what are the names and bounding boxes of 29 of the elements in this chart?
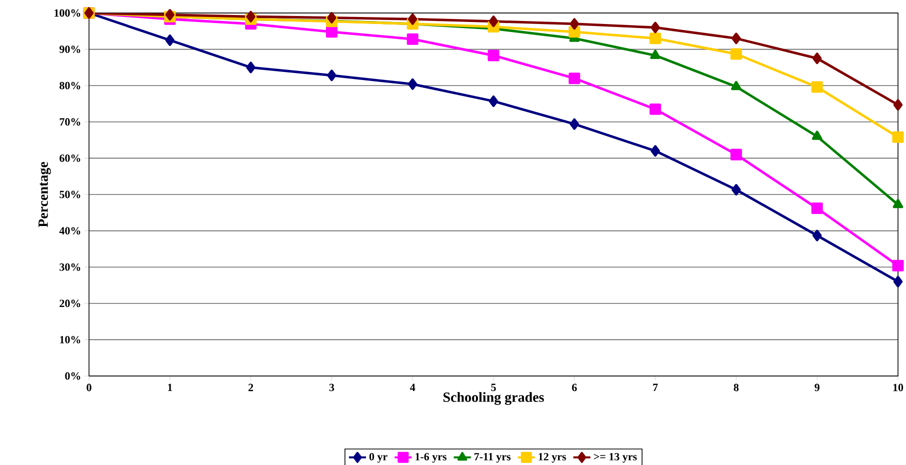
x-tick-label: 9 — [814, 384, 820, 392]
y-tick-label: 30% — [60, 263, 80, 271]
x-tick-label: 8 — [734, 384, 739, 392]
x-tick-label: 6 — [572, 384, 577, 392]
y-tick-label: 20% — [60, 300, 80, 308]
x-tick-label: 1 — [168, 384, 172, 392]
y-axis-title: Percentage — [38, 162, 51, 228]
y-tick-label: 0% — [65, 372, 80, 380]
y-tick-label: 40% — [59, 227, 80, 235]
legend-label: 7-11 yrs — [474, 453, 511, 463]
y-tick-label: 50% — [60, 190, 80, 198]
y-tick-label: 70% — [60, 118, 80, 126]
y-tick-label: 80% — [60, 82, 80, 90]
y-tick-label: 90% — [60, 46, 80, 54]
legend-label: 12 yrs — [538, 453, 566, 463]
x-axis-title: Schooling grades — [444, 392, 544, 405]
x-tick-label: 7 — [653, 384, 658, 391]
x-tick-label: 10 — [893, 384, 904, 392]
y-tick-label: 100% — [54, 9, 80, 17]
y-tick-label: 10% — [60, 336, 80, 344]
x-tick-label: 4 — [410, 384, 416, 392]
legend-label: 1-6 yrs — [416, 453, 447, 463]
legend-label: >= 13 yrs — [594, 453, 637, 463]
legend-label: 0 yr — [369, 452, 388, 463]
x-tick-label: 2 — [248, 384, 254, 392]
y-tick-label: 60% — [60, 154, 80, 162]
x-tick-label: 3 — [329, 384, 334, 392]
x-tick-label: 5 — [491, 384, 496, 392]
x-tick-label: 0 — [86, 384, 92, 392]
